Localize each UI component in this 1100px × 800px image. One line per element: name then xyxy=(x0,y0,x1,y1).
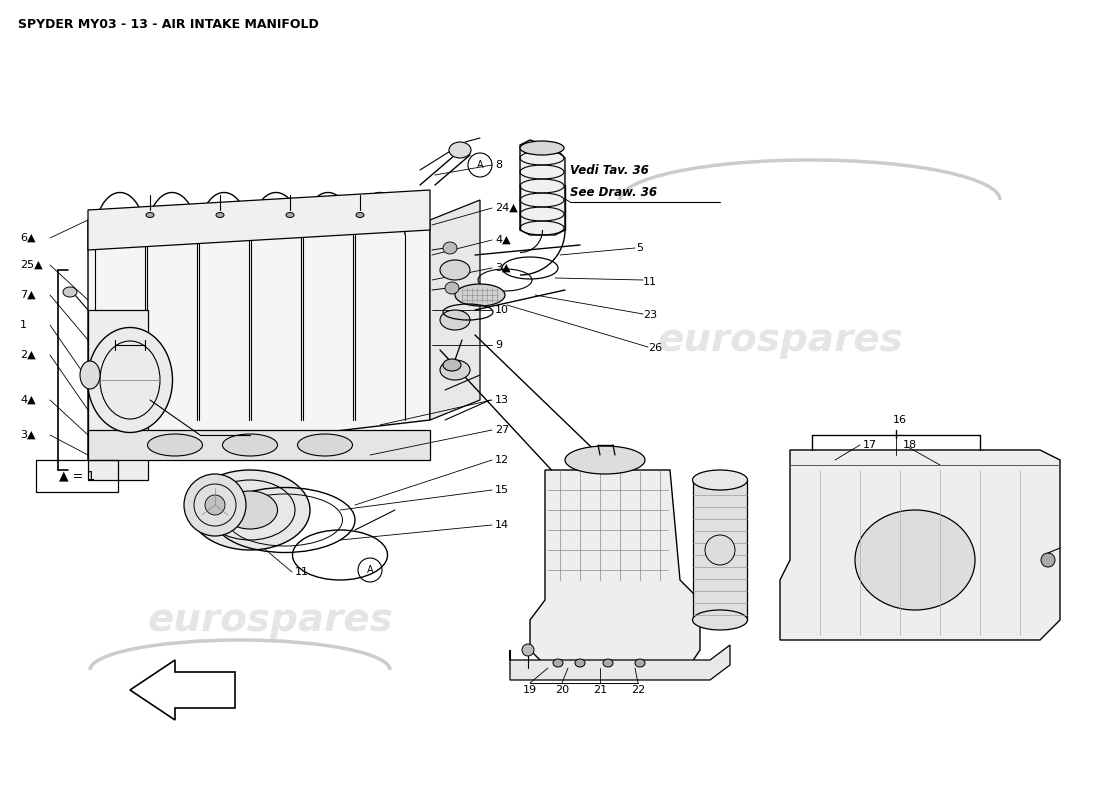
Text: 23: 23 xyxy=(642,310,657,320)
Text: Vedi Tav. 36: Vedi Tav. 36 xyxy=(570,163,649,177)
Ellipse shape xyxy=(222,434,277,456)
Ellipse shape xyxy=(520,141,564,155)
Text: 20: 20 xyxy=(554,685,569,695)
Text: 25▲: 25▲ xyxy=(20,260,43,270)
Ellipse shape xyxy=(693,470,748,490)
Text: 24▲: 24▲ xyxy=(495,203,518,213)
Text: 6▲: 6▲ xyxy=(20,233,35,243)
Ellipse shape xyxy=(449,142,471,158)
Text: eurospares: eurospares xyxy=(657,321,903,359)
Text: 4▲: 4▲ xyxy=(20,395,35,405)
Polygon shape xyxy=(520,140,565,235)
Text: 8: 8 xyxy=(495,160,502,170)
Text: 2▲: 2▲ xyxy=(20,350,35,360)
Polygon shape xyxy=(530,470,700,665)
Text: ▲ = 1: ▲ = 1 xyxy=(59,470,95,482)
Text: 11: 11 xyxy=(644,277,657,287)
Ellipse shape xyxy=(1041,553,1055,567)
Ellipse shape xyxy=(565,446,645,474)
Polygon shape xyxy=(780,450,1060,640)
Ellipse shape xyxy=(146,213,154,218)
Ellipse shape xyxy=(443,242,456,254)
Text: 12: 12 xyxy=(495,455,509,465)
Ellipse shape xyxy=(855,510,975,610)
Ellipse shape xyxy=(553,659,563,667)
Text: 10: 10 xyxy=(495,305,509,315)
Polygon shape xyxy=(88,220,430,460)
Text: 1: 1 xyxy=(20,320,28,330)
Text: 16: 16 xyxy=(893,415,907,425)
Polygon shape xyxy=(88,190,430,250)
Text: 7▲: 7▲ xyxy=(20,290,35,300)
Text: 27: 27 xyxy=(495,425,509,435)
Ellipse shape xyxy=(693,610,748,630)
Ellipse shape xyxy=(222,491,277,529)
Text: 19: 19 xyxy=(522,685,537,695)
Text: See Draw. 36: See Draw. 36 xyxy=(570,186,657,198)
Ellipse shape xyxy=(190,470,310,550)
Polygon shape xyxy=(430,200,480,420)
Text: 4▲: 4▲ xyxy=(495,235,510,245)
Polygon shape xyxy=(510,645,730,680)
Polygon shape xyxy=(693,480,747,620)
Ellipse shape xyxy=(297,434,352,456)
Ellipse shape xyxy=(603,659,613,667)
Polygon shape xyxy=(88,430,430,460)
Ellipse shape xyxy=(216,213,224,218)
Text: A: A xyxy=(366,565,373,575)
Ellipse shape xyxy=(443,359,461,371)
Polygon shape xyxy=(130,660,235,720)
Ellipse shape xyxy=(80,361,100,389)
Ellipse shape xyxy=(184,474,246,536)
Text: eurospares: eurospares xyxy=(147,601,393,639)
Ellipse shape xyxy=(440,310,470,330)
Text: A: A xyxy=(476,160,483,170)
Text: 26: 26 xyxy=(648,343,662,353)
Ellipse shape xyxy=(705,535,735,565)
Text: 21: 21 xyxy=(593,685,607,695)
Ellipse shape xyxy=(147,434,202,456)
Polygon shape xyxy=(88,310,148,480)
Text: 9: 9 xyxy=(495,340,502,350)
Ellipse shape xyxy=(63,287,77,297)
Text: 13: 13 xyxy=(495,395,509,405)
Ellipse shape xyxy=(356,213,364,218)
Text: 15: 15 xyxy=(495,485,509,495)
Text: 3▲: 3▲ xyxy=(495,263,510,273)
Ellipse shape xyxy=(440,360,470,380)
Ellipse shape xyxy=(440,260,470,280)
Ellipse shape xyxy=(205,495,225,515)
Ellipse shape xyxy=(522,644,534,656)
Text: SPYDER MY03 - 13 - AIR INTAKE MANIFOLD: SPYDER MY03 - 13 - AIR INTAKE MANIFOLD xyxy=(18,18,319,31)
Ellipse shape xyxy=(88,327,173,433)
Ellipse shape xyxy=(286,213,294,218)
Text: 17: 17 xyxy=(862,440,877,450)
Text: 22: 22 xyxy=(631,685,645,695)
Ellipse shape xyxy=(635,659,645,667)
Text: 5: 5 xyxy=(637,243,644,253)
Ellipse shape xyxy=(455,284,505,306)
Text: 18: 18 xyxy=(903,440,917,450)
Text: 3▲: 3▲ xyxy=(20,430,35,440)
Text: 14: 14 xyxy=(495,520,509,530)
Ellipse shape xyxy=(575,659,585,667)
Ellipse shape xyxy=(446,282,459,294)
Text: 11: 11 xyxy=(295,567,309,577)
